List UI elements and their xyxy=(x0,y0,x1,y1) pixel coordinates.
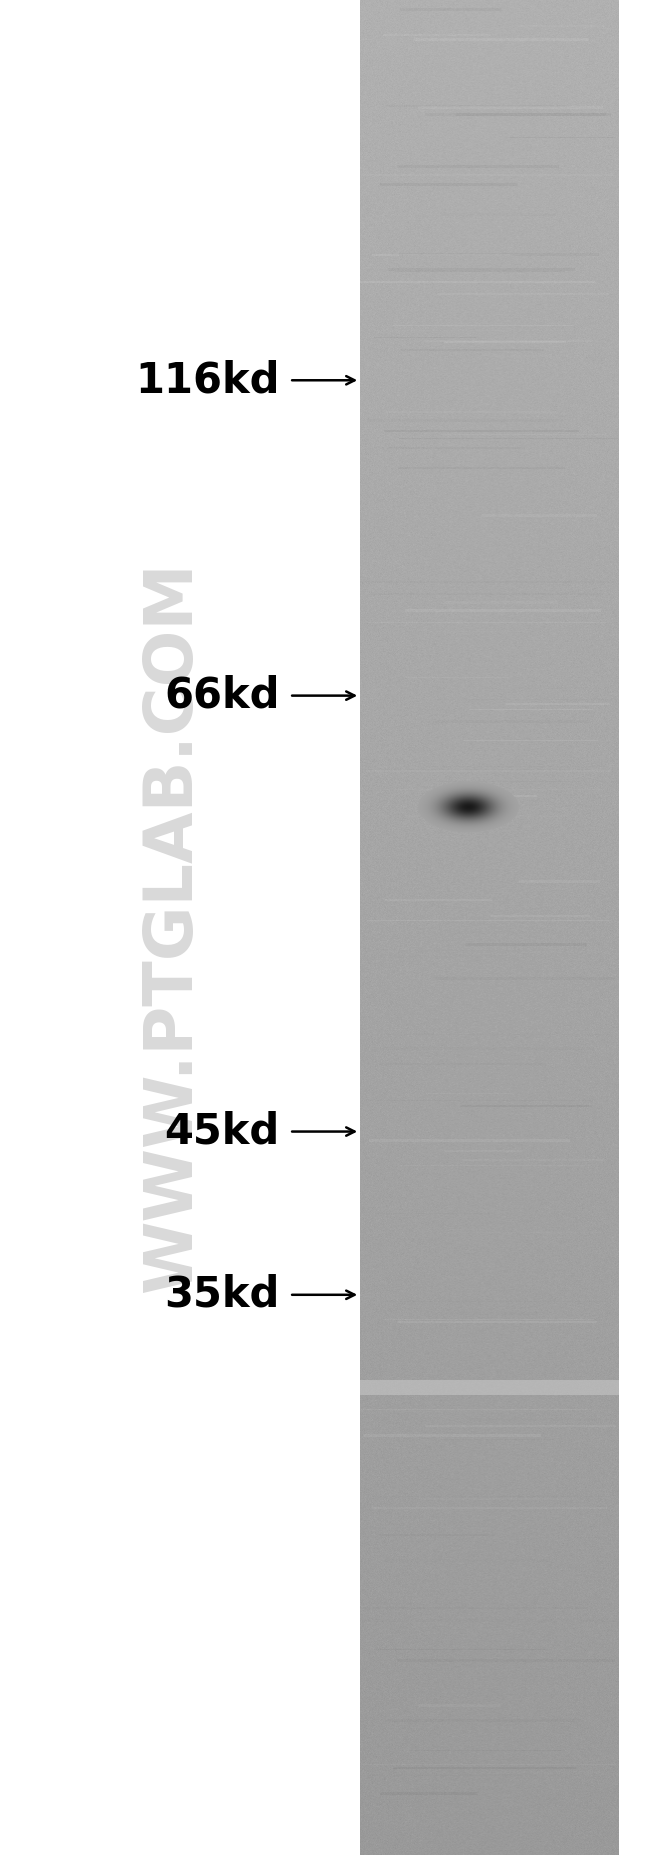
Text: WWW.PTGLAB.COM: WWW.PTGLAB.COM xyxy=(139,562,205,1293)
Text: 66kd: 66kd xyxy=(164,675,280,716)
Text: 45kd: 45kd xyxy=(164,1111,280,1152)
Text: 116kd: 116kd xyxy=(135,360,280,401)
Text: 35kd: 35kd xyxy=(164,1274,280,1315)
